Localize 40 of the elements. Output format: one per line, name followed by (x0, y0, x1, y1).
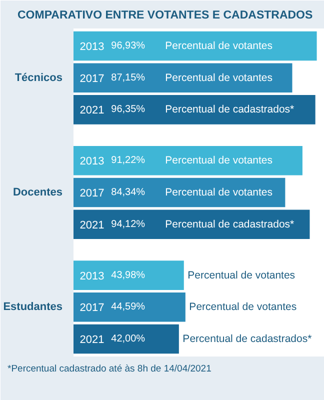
annotation: Percentual de votantes (165, 72, 273, 84)
text: 2017 (80, 302, 104, 314)
bar (74, 31, 317, 61)
series-label: 2021 (80, 104, 104, 117)
data-label: 84,34% (111, 187, 146, 198)
annotation: Percentual de votantes (189, 301, 297, 314)
bar (74, 146, 302, 176)
text: COMPARATIVO ENTRE VOTANTES E CADASTRADOS (18, 10, 314, 22)
text: 2017 (80, 188, 104, 200)
y-tick-label: Técnicos (14, 72, 63, 84)
annotation: Percentual de votantes (165, 186, 273, 198)
series-label: 2017 (80, 72, 104, 85)
text: 2021 (80, 334, 104, 346)
text: 2013 (80, 270, 104, 282)
annotation: Percentual de cadastrados* (182, 332, 312, 345)
data-label: 42,00% (111, 333, 146, 344)
bar (74, 210, 310, 239)
bar (74, 63, 292, 93)
annotation: Percentual de cadastrados* (165, 218, 294, 230)
data-label: 91,22% (111, 155, 146, 166)
annotation: Percentual de votantes (165, 40, 273, 52)
data-label: 96,35% (111, 104, 146, 116)
data-label: 94,12% (111, 218, 146, 230)
y-tick-label: Estudantes (3, 301, 63, 314)
y-tick-label: Docentes (12, 186, 63, 198)
data-label: 87,15% (111, 72, 146, 84)
series-label: 2013 (80, 41, 104, 54)
annotation: Percentual de votantes (165, 154, 273, 167)
data-label: 44,59% (111, 302, 146, 313)
data-label: 43,98% (111, 270, 146, 281)
text: 2021 (80, 219, 104, 232)
bar (74, 95, 316, 124)
bar (74, 324, 179, 354)
annotation: Percentual de cadastrados* (165, 104, 294, 116)
annotation: *Percentual cadastrado até às 8h de 14/04/2021 (8, 364, 212, 374)
annotation: Percentual de votantes (188, 269, 296, 282)
text: 2013 (80, 156, 104, 168)
bar (74, 260, 184, 290)
bar (74, 292, 186, 322)
data-label: 96,93% (111, 40, 146, 52)
